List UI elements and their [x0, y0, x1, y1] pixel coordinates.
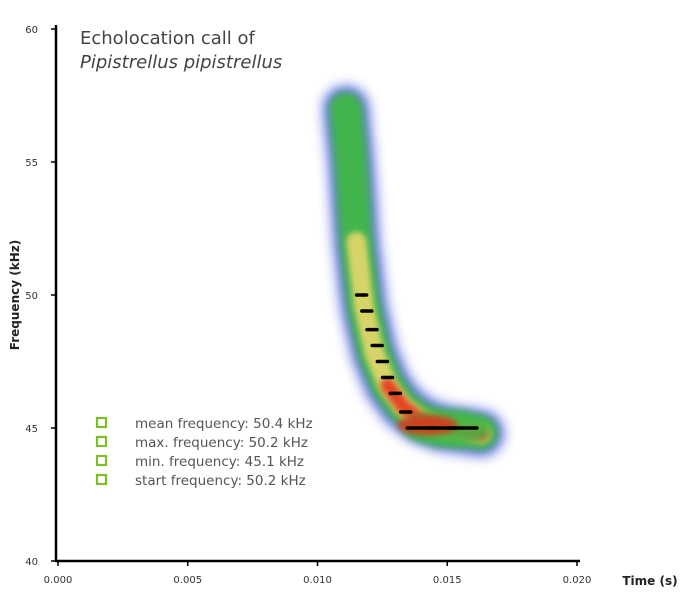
- legend-entry: min. frequency: 45.1 kHz: [135, 454, 304, 470]
- chart-subtitle: Pipistrellus pipistrellus: [80, 52, 282, 73]
- y-tick-label: 55: [25, 158, 38, 169]
- y-tick-label: 45: [25, 424, 38, 435]
- y-tick-label: 50: [25, 291, 38, 302]
- legend-entry: start frequency: 50.2 kHz: [135, 473, 306, 489]
- legend-marker: [95, 473, 108, 486]
- x-ticks: 0.000 0.005 0.010 0.015 0.020: [44, 561, 592, 586]
- y-axis-title: Frequency (kHz): [8, 240, 22, 350]
- y-ticks: 40 45 50 55 60: [25, 25, 56, 568]
- x-tick-label: 0.020: [563, 575, 592, 586]
- legend: mean frequency: 50.4 kHz max. frequency: …: [95, 416, 313, 489]
- legend-marker: [95, 416, 108, 429]
- legend-entry: max. frequency: 50.2 kHz: [135, 435, 308, 451]
- x-tick-label: 0.010: [303, 575, 332, 586]
- legend-entry: mean frequency: 50.4 kHz: [135, 416, 313, 432]
- frequency-markers: [354, 293, 479, 430]
- x-axis-title: Time (s): [622, 574, 677, 588]
- axes: [54, 25, 580, 563]
- spectrogram-tail-core: [397, 415, 458, 435]
- y-tick-label: 40: [25, 557, 38, 568]
- y-tick-label: 60: [25, 25, 38, 36]
- legend-marker: [95, 454, 108, 467]
- x-tick-label: 0.015: [433, 575, 462, 586]
- x-tick-label: 0.005: [173, 575, 202, 586]
- x-tick-label: 0.000: [44, 575, 73, 586]
- legend-marker: [95, 435, 108, 448]
- spectrogram-heatmap: [323, 85, 504, 457]
- chart-title: Echolocation call of: [80, 28, 255, 49]
